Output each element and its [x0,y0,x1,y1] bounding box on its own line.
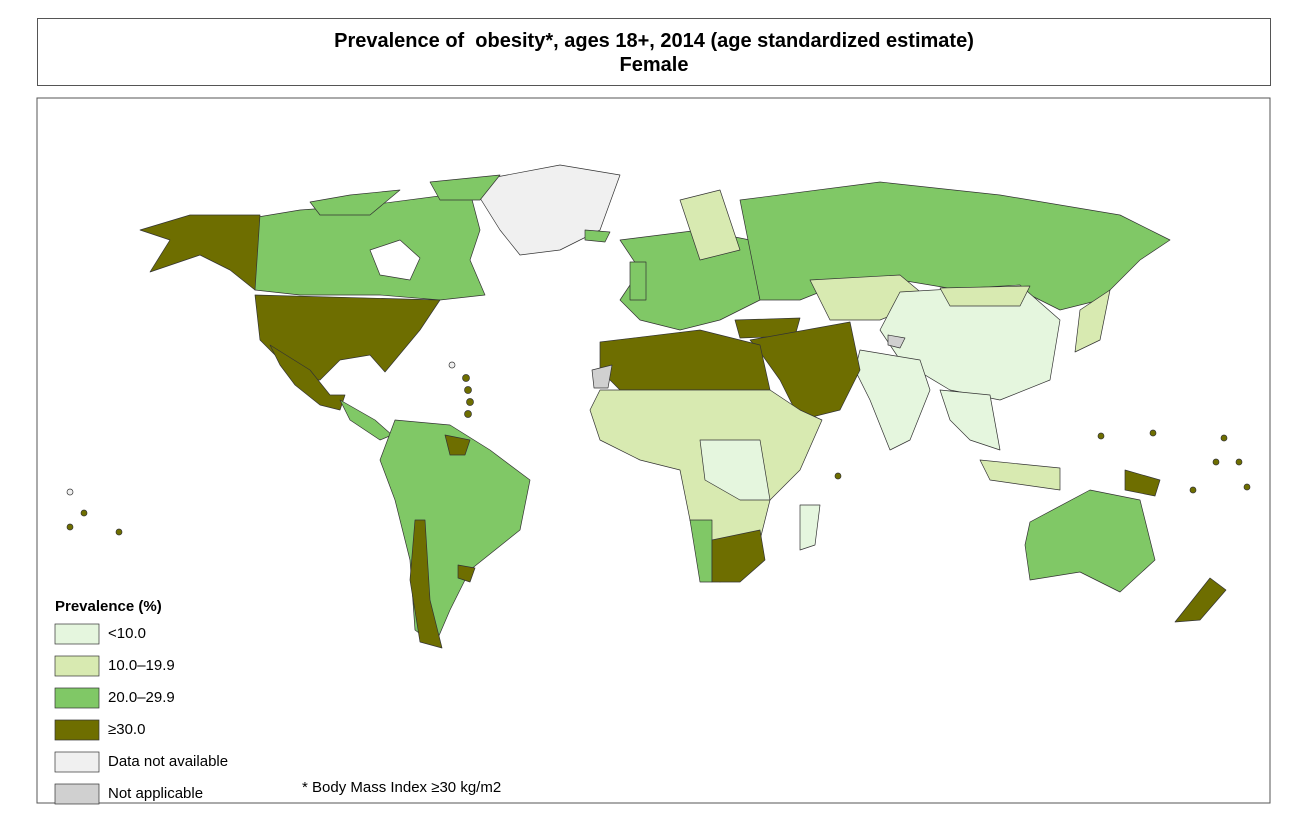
footnote: * Body Mass Index ≥30 kg/m2 [302,779,501,796]
island [464,410,472,418]
island [80,509,88,517]
island [1189,486,1197,494]
island [1220,434,1228,442]
map-frame [36,97,1271,804]
alaska [139,214,261,291]
title: Prevalence of obesity*, ages 18+, 2014 (… [334,30,974,52]
legend-title: Prevalence (%) [55,598,162,615]
australia [1024,489,1156,593]
legend-swatch [54,623,100,645]
southeast-asia [939,389,1001,451]
madagascar [799,504,821,551]
legend-label: ≥30.0 [108,721,145,738]
island [1243,483,1251,491]
disputed [887,334,906,349]
island [1097,432,1105,440]
island [462,374,470,382]
island [448,361,456,369]
legend-swatch [54,719,100,741]
indonesia [979,459,1061,491]
mongolia [939,285,1031,307]
title-box: Prevalence of obesity*, ages 18+, 2014 (… [37,18,1271,86]
mexico [269,344,346,411]
legend-label: Not applicable [108,785,203,802]
scandinavia [679,189,741,261]
china [879,284,1061,401]
central-africa [699,439,771,501]
hudson-bay [369,239,421,281]
guyana [444,434,471,456]
middle-east [749,321,861,421]
island [1149,429,1157,437]
arctic-island [429,174,501,201]
south-africa [711,529,766,583]
legend-swatch [54,687,100,709]
island [66,523,74,531]
chile [409,519,443,649]
iceland [584,229,611,243]
island [464,386,472,394]
island [66,488,74,496]
legend-label: <10.0 [108,625,146,642]
namibia [689,519,713,583]
uk [629,261,647,301]
island [115,528,123,536]
island [1235,458,1243,466]
island [466,398,474,406]
island [1212,458,1220,466]
legend-swatch [54,655,100,677]
central-america [339,399,393,441]
arctic-island [309,189,401,216]
subtitle: Female [619,54,689,76]
greenland [469,164,621,256]
legend-swatch [54,751,100,773]
india [854,349,931,451]
uruguay [457,564,476,583]
legend-label: 20.0–29.9 [108,689,175,706]
western-sahara [591,364,613,389]
islands [66,361,1251,536]
legend-label: Data not available [108,753,228,770]
north-africa [599,329,771,391]
usa [254,294,441,381]
japan [1074,289,1111,353]
countries [66,164,1251,649]
new-zealand [1174,577,1227,623]
island [834,472,842,480]
legend-label: 10.0–19.9 [108,657,175,674]
papua-new-guinea [1124,469,1161,497]
legend-swatch [54,783,100,805]
